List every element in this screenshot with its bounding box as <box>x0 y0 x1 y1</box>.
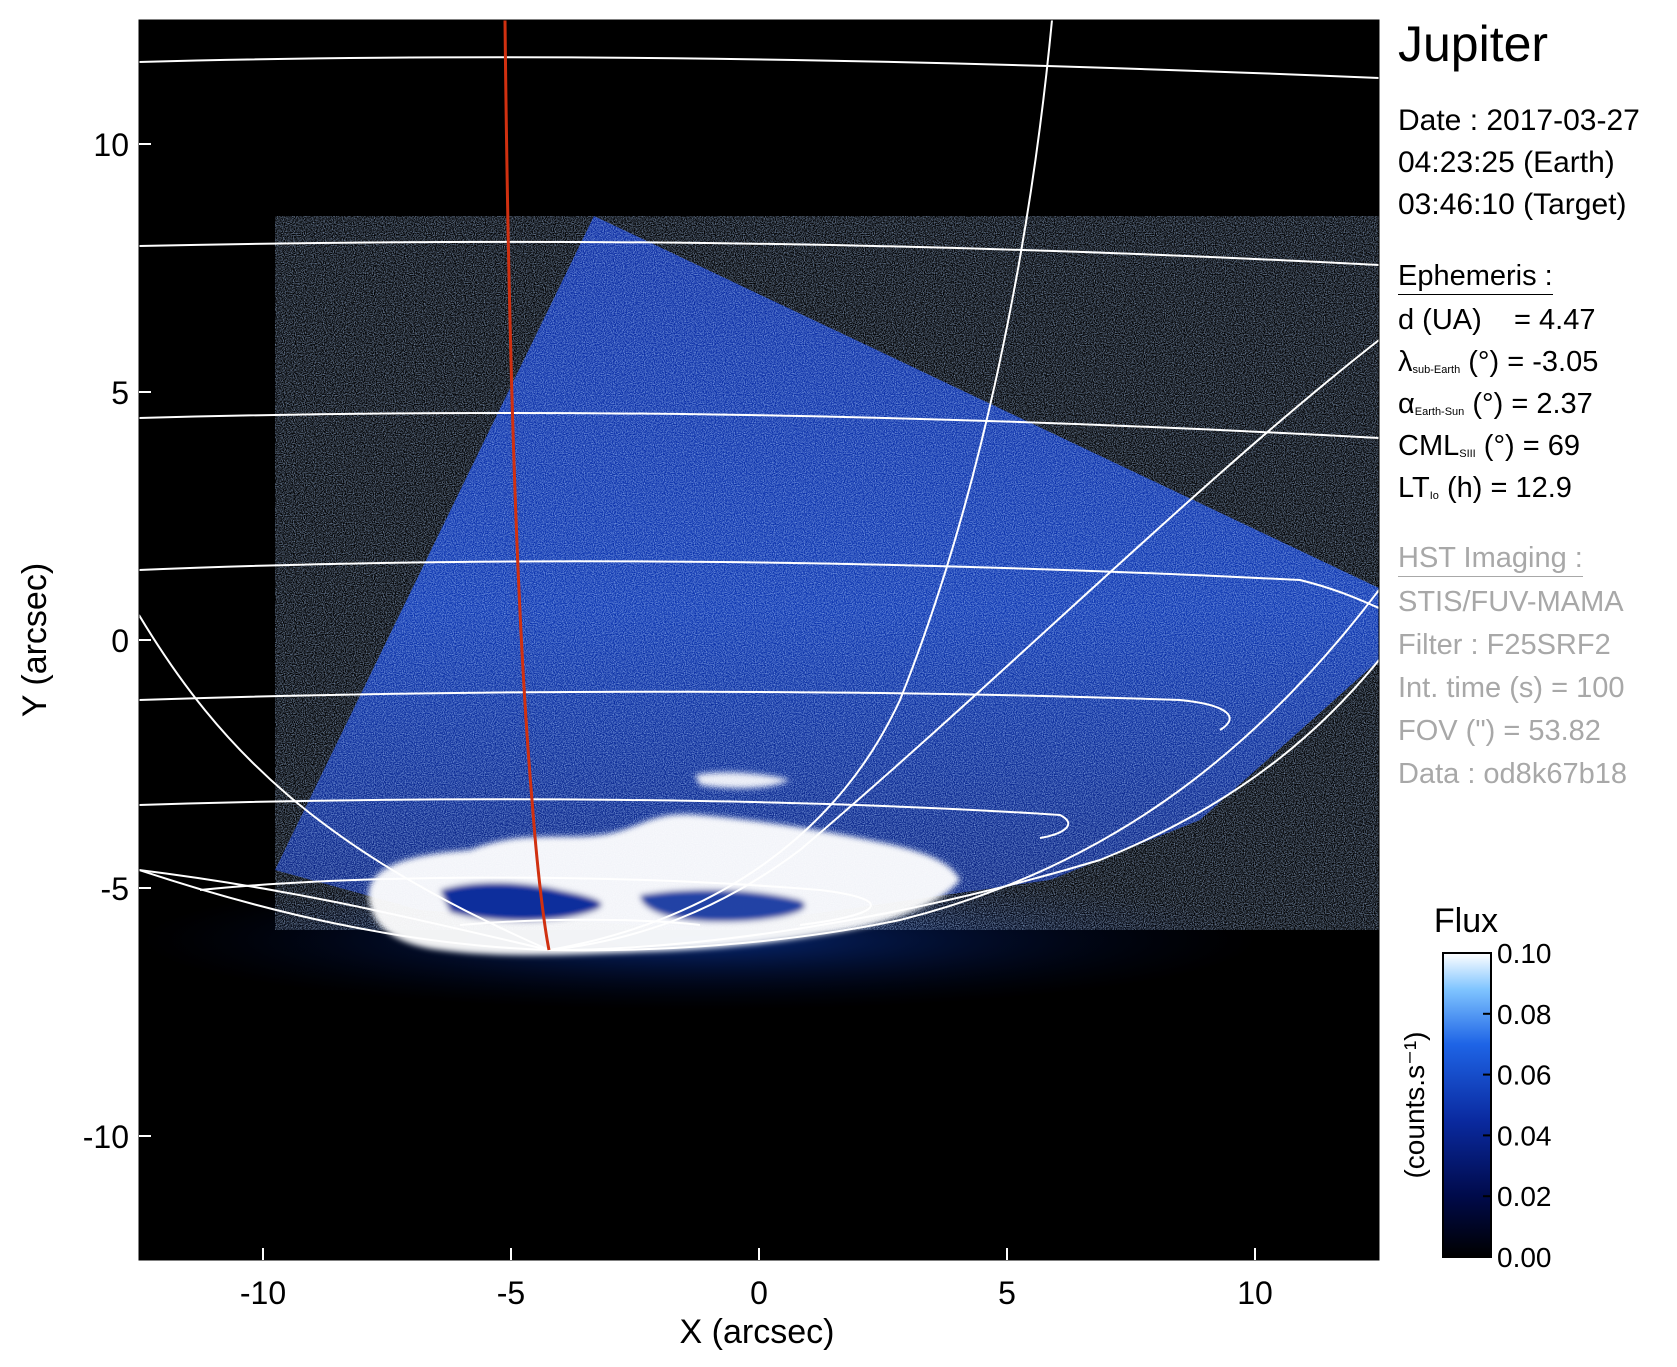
colorbar-tick-label: 0.02 <box>1497 1181 1552 1212</box>
ephemeris-phase-angle: αEarth-Sun (°) = 2.37 <box>1398 388 1593 420</box>
y-axis: 10 5 0 -5 -10 <box>83 127 151 1155</box>
hst-fov: FOV (") = 53.82 <box>1398 715 1601 747</box>
longitude-grid <box>139 20 1379 952</box>
colorbar-title: Flux <box>1434 902 1498 940</box>
y-axis-label: Y (arcsec) <box>16 563 54 717</box>
target-title: Jupiter <box>1398 16 1549 72</box>
latitude-grid <box>139 56 1379 926</box>
x-tick-label: 10 <box>1237 1275 1273 1311</box>
x-tick-label: -10 <box>240 1275 286 1311</box>
x-axis: -10 -5 0 5 10 <box>240 1248 1273 1311</box>
hst-int-time: Int. time (s) = 100 <box>1398 672 1625 704</box>
y-tick-label: -10 <box>83 1119 129 1155</box>
ephemeris-cml: CMLSIII (°) = 69 <box>1398 430 1581 462</box>
y-tick-label: 10 <box>93 127 129 163</box>
earth-time: 04:23:25 (Earth) <box>1398 146 1615 179</box>
colorbar-tick-label: 0.00 <box>1497 1242 1552 1273</box>
colorbar-tick-label: 0.10 <box>1497 938 1552 969</box>
hst-heading: HST Imaging : <box>1398 540 1583 577</box>
hst-instrument: STIS/FUV-MAMA <box>1398 586 1624 618</box>
date-block: Date : 2017-03-27 04:23:25 (Earth) 03:46… <box>1398 100 1640 226</box>
colorbar-unit: (counts.s⁻¹) <box>1399 1031 1430 1178</box>
ephemeris-heading: Ephemeris : <box>1398 258 1553 295</box>
y-tick-label: -5 <box>101 871 129 907</box>
hst-filter: Filter : F25SRF2 <box>1398 629 1611 661</box>
auroral-emission <box>368 772 960 956</box>
x-axis-label: X (arcsec) <box>680 1313 835 1351</box>
central-meridian <box>503 20 551 951</box>
hst-data-id: Data : od8k67b18 <box>1398 758 1627 790</box>
ephemeris-distance: d (UA) = 4.47 <box>1398 304 1596 336</box>
x-tick-label: 0 <box>750 1275 768 1311</box>
target-time: 03:46:10 (Target) <box>1398 188 1627 221</box>
colorbar-tick-label: 0.04 <box>1497 1120 1552 1151</box>
fov-noise <box>275 216 1379 930</box>
x-tick-label: -5 <box>497 1275 525 1311</box>
colorbar-tick-label: 0.06 <box>1497 1060 1552 1091</box>
ephemeris-sub-earth-lat: λsub-Earth (°) = -3.05 <box>1398 346 1599 378</box>
y-tick-label: 0 <box>111 623 129 659</box>
date-line: Date : 2017-03-27 <box>1398 104 1640 137</box>
colorbar-ticks: 0.10 0.08 0.06 0.04 0.02 0.00 <box>1483 938 1552 1273</box>
ephemeris-local-time: LTIo (h) = 12.9 <box>1398 472 1572 504</box>
x-tick-label: 5 <box>998 1275 1016 1311</box>
colorbar-gradient <box>1442 952 1492 1258</box>
colorbar-tick-label: 0.08 <box>1497 999 1552 1030</box>
y-tick-label: 5 <box>111 375 129 411</box>
